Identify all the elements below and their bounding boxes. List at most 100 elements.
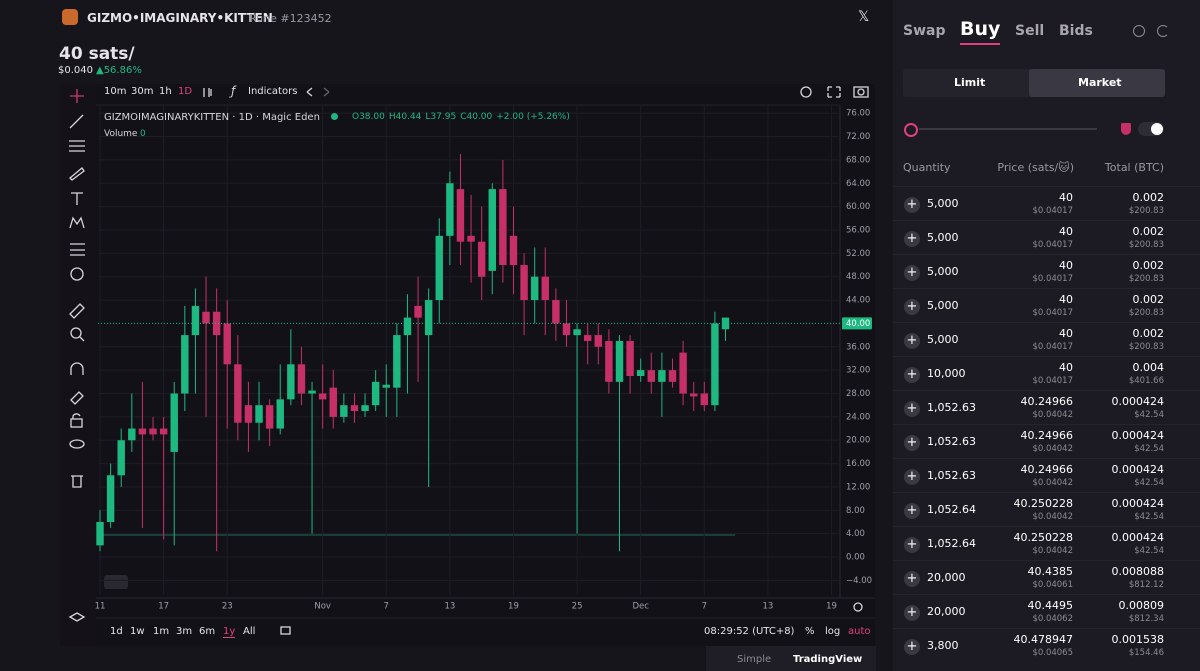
range-button[interactable]: All bbox=[243, 626, 256, 637]
total: 0.000424 bbox=[1111, 395, 1165, 408]
quantity: 10,000 bbox=[927, 367, 966, 380]
total-usd: $42.54 bbox=[1134, 410, 1164, 420]
x-link[interactable]: 𝕏 bbox=[858, 9, 870, 25]
candle-body bbox=[361, 405, 369, 412]
total: 0.008088 bbox=[1111, 565, 1165, 578]
range-button[interactable]: 1d bbox=[110, 626, 123, 637]
add-button[interactable]: + bbox=[904, 231, 920, 247]
order-row[interactable]: +10,000 40 $0.04017 0.004 $401.66 bbox=[893, 356, 1200, 391]
tab[interactable]: Sell bbox=[1015, 23, 1045, 39]
add-button[interactable]: + bbox=[904, 367, 920, 383]
settings-icon[interactable] bbox=[1133, 25, 1145, 37]
add-button[interactable]: + bbox=[904, 401, 920, 417]
range-button[interactable]: 1y bbox=[223, 626, 236, 638]
add-button[interactable]: + bbox=[904, 503, 920, 519]
add-button[interactable]: + bbox=[904, 265, 920, 281]
order-row[interactable]: +1,052.63 40.24966 $0.04042 0.000424 $42.54 bbox=[893, 424, 1200, 459]
candle-body bbox=[467, 235, 475, 242]
total: 0.000424 bbox=[1111, 463, 1165, 476]
add-button[interactable]: + bbox=[904, 639, 920, 655]
interval-button[interactable]: 30m bbox=[131, 86, 154, 97]
candle-body bbox=[615, 340, 624, 382]
y-tick-label: 52.00 bbox=[846, 249, 870, 259]
percent-toggle[interactable]: % bbox=[805, 626, 815, 637]
mode-button[interactable]: Limit bbox=[954, 76, 986, 89]
candle-body bbox=[318, 393, 327, 400]
order-row[interactable]: +1,052.63 40.24966 $0.04042 0.000424 $42.54 bbox=[893, 458, 1200, 493]
candle-body bbox=[509, 235, 518, 266]
add-button[interactable]: + bbox=[904, 197, 920, 213]
y-tick-label: 48.00 bbox=[846, 272, 870, 282]
order-row[interactable]: +1,052.63 40.24966 $0.04042 0.000424 $42.54 bbox=[893, 390, 1200, 425]
total-usd: $200.83 bbox=[1128, 342, 1164, 352]
price-usd: $0.04061 bbox=[1032, 580, 1073, 590]
y-tick-label: 64.00 bbox=[846, 179, 870, 189]
tool-icons bbox=[68, 86, 869, 635]
quantity: 5,000 bbox=[927, 333, 959, 346]
simple-view[interactable]: Simple bbox=[737, 654, 772, 665]
order-row[interactable]: +1,052.64 40.250228 $0.04042 0.000424 $42.54 bbox=[893, 526, 1200, 561]
candle-body bbox=[562, 323, 571, 336]
price-usd: $0.04017 bbox=[1032, 308, 1073, 318]
tab[interactable]: Bids bbox=[1059, 23, 1093, 39]
order-row[interactable]: +20,000 40.4495 $0.04062 0.00809 $812.34 bbox=[893, 594, 1200, 629]
add-button[interactable]: + bbox=[904, 435, 920, 451]
interval-button[interactable]: 1D bbox=[178, 86, 193, 97]
refresh-icon[interactable] bbox=[1157, 25, 1169, 37]
total: 0.00809 bbox=[1118, 599, 1165, 612]
x-tick-label: Dec bbox=[632, 602, 649, 612]
rune-name: GIZMO•IMAGINARY•KITTEN bbox=[87, 11, 273, 25]
quantity: 20,000 bbox=[927, 605, 966, 618]
candle-body bbox=[117, 440, 125, 476]
range-button[interactable]: 6m bbox=[199, 626, 216, 637]
candle-body bbox=[530, 276, 539, 301]
add-button[interactable]: + bbox=[904, 571, 920, 587]
indicators-button[interactable]: Indicators bbox=[248, 86, 298, 97]
price: 40.4495 bbox=[1027, 599, 1074, 612]
add-button[interactable]: + bbox=[904, 605, 920, 621]
order-row[interactable]: +1,052.64 40.250228 $0.04042 0.000424 $42.54 bbox=[893, 492, 1200, 527]
order-row[interactable]: +5,000 40 $0.04017 0.002 $200.83 bbox=[893, 186, 1200, 221]
interval-button[interactable]: 10m bbox=[104, 86, 127, 97]
y-tick-label: 36.00 bbox=[846, 342, 870, 352]
order-row[interactable]: +3,800 40.478947 $0.04065 0.001538 $154.46 bbox=[893, 628, 1200, 663]
add-button[interactable]: + bbox=[904, 299, 920, 315]
interval-button[interactable]: 1h bbox=[159, 86, 172, 97]
price-change: ▲56.86% bbox=[96, 65, 142, 76]
candle-body bbox=[668, 370, 677, 382]
log-toggle[interactable]: log bbox=[825, 626, 841, 637]
add-button[interactable]: + bbox=[904, 537, 920, 553]
candle-body bbox=[308, 390, 316, 394]
candle-body bbox=[149, 428, 157, 435]
range-button[interactable]: 1m bbox=[153, 626, 170, 637]
tradingview-view[interactable]: TradingView bbox=[793, 654, 863, 665]
add-button[interactable]: + bbox=[904, 333, 920, 349]
price-usd: $0.04017 bbox=[1032, 342, 1073, 352]
range-button[interactable]: 1w bbox=[130, 626, 145, 637]
order-row[interactable]: +5,000 40 $0.04017 0.002 $200.83 bbox=[893, 254, 1200, 289]
total-usd: $200.83 bbox=[1128, 240, 1164, 250]
candle-body bbox=[382, 384, 390, 388]
order-row[interactable]: +20,000 40.4385 $0.04061 0.008088 $812.12 bbox=[893, 560, 1200, 595]
tab[interactable]: Swap bbox=[903, 23, 946, 39]
order-row[interactable]: +5,000 40 $0.04017 0.002 $200.83 bbox=[893, 288, 1200, 323]
candle-body bbox=[371, 381, 380, 406]
candle-body bbox=[287, 364, 295, 400]
range-button[interactable]: 3m bbox=[176, 626, 193, 637]
price-usd: $0.04042 bbox=[1032, 410, 1073, 420]
tab[interactable]: Buy bbox=[960, 18, 1001, 45]
mode-button[interactable]: Market bbox=[1078, 76, 1122, 89]
y-tick-label: 76.00 bbox=[846, 109, 870, 119]
slider-knob[interactable] bbox=[904, 123, 918, 137]
order-row[interactable]: +5,000 40 $0.04017 0.002 $200.83 bbox=[893, 220, 1200, 255]
price-usd: $0.04017 bbox=[1032, 240, 1073, 250]
auto-toggle[interactable]: auto bbox=[848, 626, 871, 637]
candle-body bbox=[159, 428, 168, 435]
order-row[interactable]: +5,000 40 $0.04017 0.002 $200.83 bbox=[893, 322, 1200, 357]
total: 0.002 bbox=[1132, 293, 1165, 306]
add-button[interactable]: + bbox=[904, 469, 920, 485]
x-tick-label: 7 bbox=[702, 602, 707, 612]
candle-body bbox=[477, 241, 486, 277]
candle-body bbox=[403, 317, 412, 336]
